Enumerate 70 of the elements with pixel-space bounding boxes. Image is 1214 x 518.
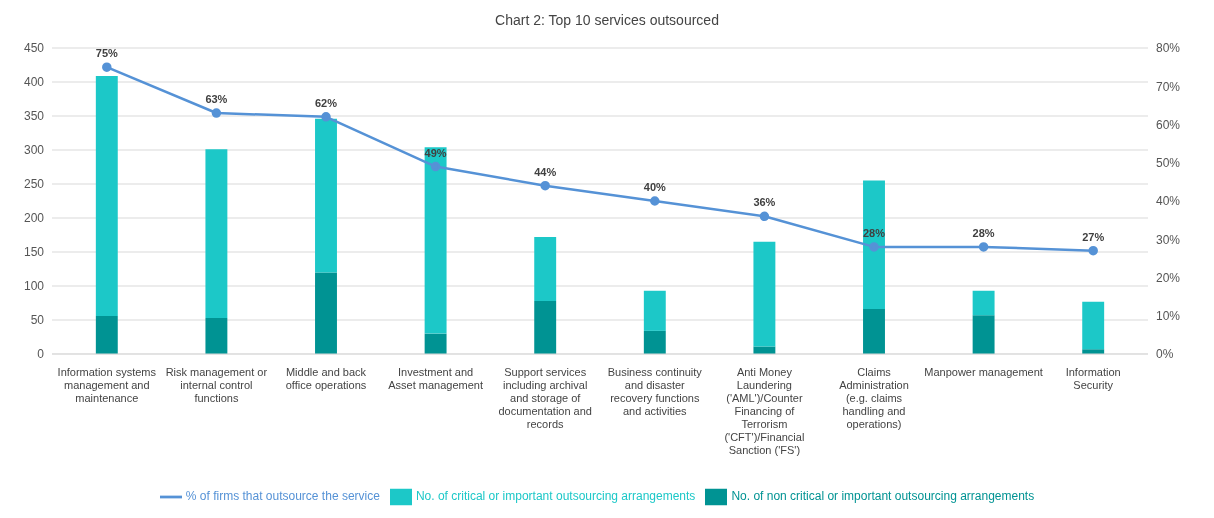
point [759, 211, 770, 222]
bar [972, 290, 995, 316]
data-label: 62% [314, 96, 338, 109]
bar [972, 315, 995, 354]
y-tick-label: 250 [23, 177, 45, 192]
x-tick-label: Information systems management and maintenance [57, 366, 157, 404]
x-tick-label: Business continuity and disaster recovery functions and activities [607, 366, 703, 417]
x-tick-label: Risk management or internal control functions [165, 366, 268, 404]
point [430, 161, 441, 172]
x-tick-label: Manpower management [924, 366, 1043, 378]
bar [863, 180, 885, 310]
legend-label: No. of non critical or important outsourcing arrangements [731, 489, 1035, 504]
y2-tick-label: 80% [1156, 41, 1181, 56]
data-label: 28% [862, 226, 886, 239]
point [869, 242, 879, 252]
chart-title: Chart 2: Top 10 services outsourced [494, 11, 720, 30]
y-tick-label: 100 [23, 279, 45, 294]
y-tick-label: 300 [23, 143, 45, 158]
data-label: 27% [1082, 230, 1105, 243]
y2-tick-label: 20% [1156, 270, 1181, 285]
y2-tick-label: 50% [1156, 156, 1181, 171]
bar [205, 149, 228, 318]
y-tick-label: 450 [23, 41, 45, 56]
y-tick-label: 400 [23, 75, 45, 90]
data-label: 28% [972, 226, 995, 239]
point [321, 112, 331, 122]
point [1088, 245, 1098, 256]
bar [1082, 301, 1105, 350]
y2-tick-label: 40% [1156, 194, 1181, 209]
x-tick-label: Claims Administration (e.g. claims handling and operations) [839, 366, 909, 430]
bar [95, 315, 118, 354]
x-tick-label: Anti Money Laundering ('AML')/Counter Financing of Terrorism ('CFT')/Financial Sanction ('FS') [724, 366, 805, 456]
legend-label: No. of critical or important outsourcing arrangements [415, 489, 696, 504]
bar [424, 147, 447, 334]
y2-tick-label: 0% [1156, 347, 1174, 362]
y-tick-label: 50 [30, 313, 45, 328]
x-tick-label: Investment and Asset management [388, 366, 483, 391]
data-label: 63% [205, 93, 228, 106]
point [102, 62, 112, 72]
x-tick-label: Middle and back office operations [285, 366, 367, 391]
point [211, 108, 222, 118]
y-tick-label: 0 [37, 347, 45, 362]
y2-tick-label: 70% [1156, 79, 1181, 94]
bar [424, 333, 447, 354]
bar [643, 330, 666, 354]
point [650, 196, 660, 206]
bar [95, 75, 118, 316]
data-label: 36% [753, 196, 776, 209]
y2-tick-label: 10% [1156, 309, 1181, 324]
legend-label: % of firms that outsource the service [185, 489, 380, 504]
bar [863, 309, 885, 354]
bar [643, 290, 666, 331]
y-tick-label: 150 [23, 245, 45, 260]
bar [315, 272, 337, 354]
point [540, 180, 550, 191]
y2-tick-label: 60% [1156, 117, 1181, 132]
bar [534, 300, 557, 354]
bar [753, 241, 776, 347]
bar [205, 317, 228, 354]
y-tick-label: 200 [23, 211, 45, 226]
data-label: 75% [95, 47, 119, 60]
bar [534, 237, 557, 301]
x-tick-label: Information Security [1065, 366, 1121, 391]
bar [315, 118, 337, 273]
y-tick-label: 350 [23, 109, 45, 124]
x-tick-label: Support services including archival and storage of documentation and records [498, 366, 592, 430]
point [978, 242, 989, 252]
data-label: 44% [534, 165, 557, 178]
data-label: 40% [643, 181, 667, 193]
y2-tick-label: 30% [1156, 232, 1181, 247]
